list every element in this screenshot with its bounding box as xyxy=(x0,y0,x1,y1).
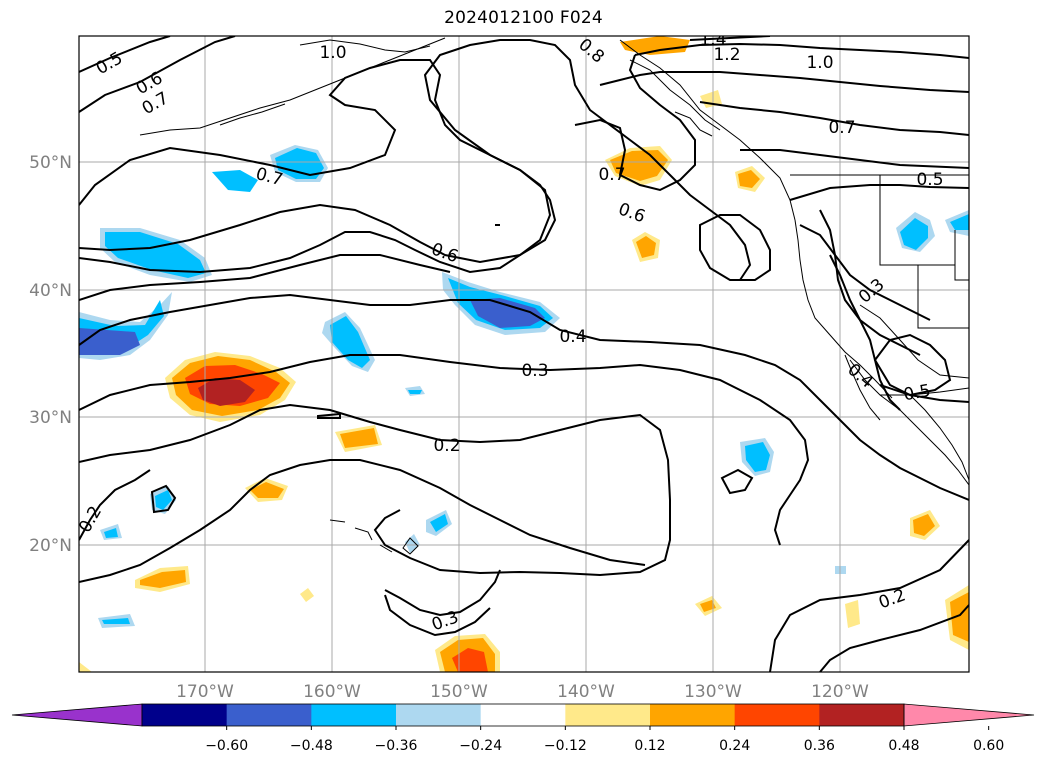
colorbar: −0.60 −0.48 −0.36 −0.24 −0.12 0.12 0.24 0.36 0.4… xyxy=(11,703,1035,754)
colorbar-tick-label: −0.48 xyxy=(290,738,333,754)
lon-label: 140°W xyxy=(557,682,615,702)
colorbar-tick-label: 0.48 xyxy=(888,738,919,754)
contour-lines xyxy=(79,36,969,672)
colorbar-tick-label: 0.36 xyxy=(804,738,835,754)
colorbar-segment xyxy=(565,704,651,726)
contour-label: 0.4 xyxy=(559,327,586,347)
coastlines xyxy=(139,37,969,555)
colorbar-segment xyxy=(226,704,312,726)
contour-label: 1.4 xyxy=(699,30,726,50)
lat-label: 30°N xyxy=(29,408,72,428)
map-title: 2024012100 F024 xyxy=(444,8,603,28)
colorbar-tick-label: 0.60 xyxy=(973,738,1004,754)
colorbar-extend-min xyxy=(11,703,143,727)
longitude-labels: 170°W 160°W 150°W 140°W 130°W 120°W xyxy=(176,682,869,702)
colorbar-segment xyxy=(734,704,820,726)
latitude-labels: 50°N 40°N 30°N 20°N xyxy=(29,153,72,556)
lat-label: 40°N xyxy=(29,281,72,301)
colorbar-tick-label: 0.24 xyxy=(719,738,750,754)
lon-label: 150°W xyxy=(430,682,488,702)
colorbar-tick-label: −0.36 xyxy=(375,738,418,754)
contour-label: 0.7 xyxy=(598,165,625,185)
colorbar-tick-label: 0.12 xyxy=(634,738,665,754)
colorbar-segment xyxy=(142,704,228,726)
lat-label: 20°N xyxy=(29,536,72,556)
contour-label: 1.0 xyxy=(319,43,346,63)
colorbar-tick-label: −0.60 xyxy=(205,738,248,754)
colorbar-outline xyxy=(141,703,905,727)
colorbar-extend-max xyxy=(903,703,1035,727)
lat-label: 50°N xyxy=(29,153,72,173)
lon-label: 160°W xyxy=(303,682,361,702)
contour-label: 0.5 xyxy=(902,381,932,405)
colorbar-segment xyxy=(480,704,566,726)
contour-label: 0.2 xyxy=(433,436,460,456)
positive-anomaly-shade xyxy=(620,36,690,55)
colorbar-tick-label: −0.24 xyxy=(459,738,502,754)
map-frame xyxy=(78,35,970,673)
lon-label: 130°W xyxy=(684,682,742,702)
lon-label: 170°W xyxy=(176,682,234,702)
contour-label: 1.2 xyxy=(713,45,740,65)
colorbar-tick-label: −0.12 xyxy=(544,738,587,754)
colorbar-segment xyxy=(819,704,905,726)
colorbar-segment xyxy=(650,704,736,726)
colorbar-segment xyxy=(311,704,397,726)
contour-label: 0.5 xyxy=(916,170,943,190)
colorbar-segment xyxy=(396,704,482,726)
contour-label: 1.0 xyxy=(806,53,833,73)
graticule xyxy=(79,36,969,672)
contour-label: 0.7 xyxy=(828,118,855,138)
contour-label: 0.3 xyxy=(521,361,548,381)
lon-label: 120°W xyxy=(811,682,869,702)
